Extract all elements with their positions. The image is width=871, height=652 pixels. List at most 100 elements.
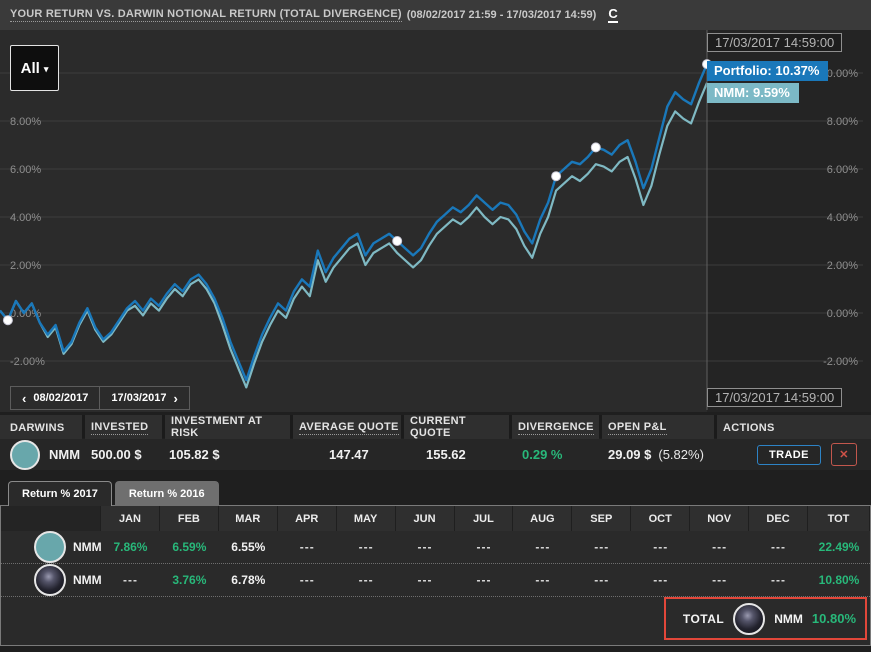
month-may: MAY [336,506,396,531]
nmm-avatar-dark [34,564,66,596]
total-darwin-name: NMM [774,611,803,626]
cell-tot: 10.80% [818,573,860,587]
col-actions: ACTIONS [723,422,775,434]
cell-aug: --- [535,573,551,587]
cell-feb: 3.76% [172,573,207,587]
nmm-avatar [10,439,40,470]
month-sep: SEP [572,506,632,531]
col-invested: INVESTED [91,421,149,435]
cell-sep: --- [594,573,610,587]
cell-apr: --- [299,573,315,587]
cell-sep: --- [594,540,610,554]
cell-feb: 6.59% [172,540,207,554]
chevron-left-icon: ‹ [22,390,27,406]
month-oct: OCT [631,506,691,531]
tab-return-2017[interactable]: Return % 2017 [8,481,112,506]
svg-text:-2.00%: -2.00% [10,356,45,368]
cell-oct: --- [653,540,669,554]
portfolio-value-badge: Portfolio: 10.37% [707,61,829,81]
cell-jul: --- [476,540,492,554]
svg-text:4.00%: 4.00% [10,212,41,224]
cell-may: --- [358,540,374,554]
month-mar: MAR [218,506,278,531]
tab-return-2016[interactable]: Return % 2016 [114,481,219,506]
cell-tot: 22.49% [818,540,860,554]
col-investment-at-risk: INVESTMENT AT RISK [171,415,290,441]
cell-may: --- [358,573,374,587]
chart-title: YOUR RETURN VS. DARWIN NOTIONAL RETURN (… [10,8,402,22]
svg-text:2.00%: 2.00% [10,260,41,272]
current-quote-value: 155.62 [426,447,466,462]
range-start-date: 08/02/2017 [33,392,89,404]
cell-apr: --- [299,540,315,554]
cell-jul: --- [476,573,492,587]
cell-jan: --- [122,573,138,587]
month-tot: TOT [808,506,870,531]
col-open-pl: OPEN P&L [608,421,667,435]
month-jan: JAN [101,506,160,531]
svg-text:6.00%: 6.00% [827,164,858,176]
divergence-value: 0.29 % [522,447,563,462]
returns-row-portfolio: NMM 7.86% 6.59% 6.55% --- --- --- --- --… [1,531,870,564]
open-pl-percent: (5.82%) [658,447,704,462]
month-apr: APR [277,506,337,531]
crosshair-date-top: 17/03/2017 14:59:00 [707,33,843,52]
cell-jun: --- [417,573,433,587]
refresh-icon[interactable]: C [608,6,618,24]
svg-text:4.00%: 4.00% [827,212,858,224]
date-range-navigator: ‹ 08/02/2017 17/03/2017 › [10,386,190,410]
chevron-right-icon: › [173,390,178,406]
range-selector-button[interactable]: All ▾ [10,45,59,91]
month-nov: NOV [690,506,750,531]
cell-jun: --- [417,540,433,554]
row-name: NMM [73,540,102,554]
average-quote-value: 147.47 [329,447,369,462]
col-divergence: DIVERGENCE [518,421,594,435]
cell-nov: --- [712,573,728,587]
chart-title-bar: YOUR RETURN VS. DARWIN NOTIONAL RETURN (… [0,0,871,30]
close-icon[interactable]: ✕ [830,443,857,466]
monthly-returns-panel: JAN FEB MAR APR MAY JUN JUL AUG SEP OCT … [0,505,871,646]
svg-text:2.00%: 2.00% [827,260,858,272]
total-label: TOTAL [682,611,725,626]
months-header-blank [1,506,101,531]
cell-jan: 7.86% [113,540,148,554]
svg-text:8.00%: 8.00% [10,116,41,128]
darwin-name: NMM [49,447,81,462]
nmm-value-badge: NMM: 9.59% [707,83,799,103]
cell-nov: --- [712,540,728,554]
svg-text:10.00%: 10.00% [821,68,859,80]
svg-text:-2.00%: -2.00% [823,356,858,368]
month-jun: JUN [395,506,455,531]
investment-at-risk-value: 105.82 $ [169,447,220,462]
total-return-value: 10.80% [811,611,856,626]
next-range-button[interactable]: 17/03/2017 › [99,387,188,409]
month-dec: DEC [749,506,808,531]
col-average-quote: AVERAGE QUOTE [299,421,399,435]
col-current-quote: CURRENT QUOTE [410,415,509,441]
open-pl-value: 29.09 $ [608,447,652,462]
cell-mar: 6.78% [231,573,266,587]
returns-row-darwin: NMM --- 3.76% 6.78% --- --- --- --- --- … [1,564,870,597]
chart-title-dates: (08/02/2017 21:59 - 17/03/2017 14:59) [406,9,597,21]
cell-aug: --- [535,540,551,554]
range-selector-label: All [20,59,40,77]
nmm-avatar [34,531,66,563]
svg-text:0.00%: 0.00% [827,308,858,320]
trade-button[interactable]: TRADE [757,444,821,465]
prev-range-button[interactable]: ‹ 08/02/2017 [11,387,99,409]
month-aug: AUG [513,506,573,531]
month-feb: FEB [159,506,219,531]
cell-mar: 6.55% [231,540,266,554]
cell-dec: --- [771,540,787,554]
svg-text:0.00%: 0.00% [10,308,41,320]
cell-oct: --- [653,573,669,587]
invested-value: 500.00 $ [91,447,142,462]
svg-text:6.00%: 6.00% [10,164,41,176]
months-header-row: JAN FEB MAR APR MAY JUN JUL AUG SEP OCT … [1,506,870,531]
chevron-down-icon: ▾ [43,63,49,74]
svg-text:8.00%: 8.00% [827,116,858,128]
month-jul: JUL [454,506,514,531]
range-end-date: 17/03/2017 [111,392,167,404]
